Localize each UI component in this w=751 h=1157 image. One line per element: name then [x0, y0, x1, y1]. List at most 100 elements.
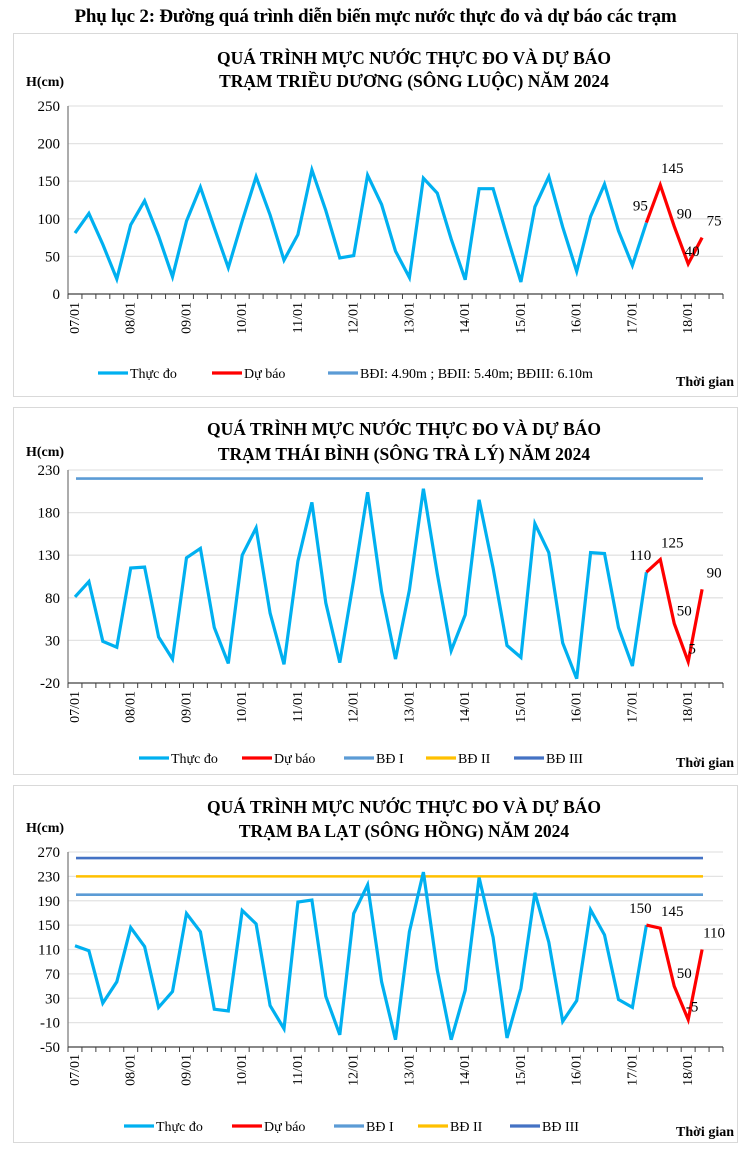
x-tick-label: 13/01 [402, 691, 417, 723]
x-axis-label: Thời gian [676, 1125, 734, 1140]
y-tick-label: 150 [38, 918, 61, 934]
x-tick-label: 08/01 [124, 302, 139, 334]
y-tick-label: -50 [40, 1040, 60, 1056]
data-label: 90 [707, 565, 722, 581]
x-tick-label: 15/01 [514, 302, 529, 334]
data-label: 75 [707, 214, 722, 230]
x-tick-label: 12/01 [347, 691, 362, 723]
y-tick-label: 230 [38, 869, 61, 885]
x-tick-label: 16/01 [570, 1054, 585, 1086]
y-tick-label: 270 [38, 845, 61, 861]
y-tick-label: 30 [45, 991, 60, 1007]
y-tick-label: 100 [38, 212, 61, 228]
y-tick-label: 70 [45, 967, 60, 983]
x-tick-label: 17/01 [625, 1054, 640, 1086]
chart-svg: QUÁ TRÌNH MỰC NƯỚC THỰC ĐO VÀ DỰ BÁO TRẠM… [26, 48, 734, 390]
x-tick-label: 13/01 [402, 1054, 417, 1086]
forecast-line [645, 556, 704, 668]
data-label: 145 [661, 904, 684, 920]
x-tick-label: 08/01 [124, 1054, 139, 1086]
x-tick-label: 11/01 [291, 1054, 306, 1085]
x-tick-label: 11/01 [291, 302, 306, 333]
x-tick-label: 12/01 [347, 302, 362, 334]
data-label: 50 [677, 966, 692, 982]
observed-line [73, 488, 648, 680]
y-tick-label: 30 [45, 633, 60, 649]
y-tick-label: 80 [45, 591, 60, 607]
data-label: 145 [661, 161, 684, 177]
data-label: 40 [685, 244, 700, 260]
x-tick-label: 08/01 [124, 691, 139, 723]
data-label: 150 [629, 901, 652, 917]
y-tick-label: -10 [40, 1016, 60, 1032]
legend-label: BĐ III [546, 752, 583, 767]
x-tick-label: 18/01 [681, 691, 696, 723]
x-tick-label: 14/01 [458, 1054, 473, 1086]
y-tick-label: 150 [38, 174, 61, 190]
chart-svg: QUÁ TRÌNH MỰC NƯỚC THỰC ĐO VÀ DỰ BÁO TRẠM… [26, 419, 734, 771]
x-tick-label: 14/01 [458, 302, 473, 334]
forecast-line [644, 180, 704, 268]
x-tick-label: 13/01 [402, 302, 417, 334]
y-axis-label: H(cm) [26, 445, 64, 460]
data-label: 125 [661, 535, 684, 551]
x-tick-label: 10/01 [235, 1054, 250, 1086]
x-tick-label: 17/01 [625, 302, 640, 334]
x-tick-label: 10/01 [235, 302, 250, 334]
y-tick-label: 0 [53, 287, 61, 303]
legend-label: BĐ I [376, 752, 404, 767]
y-tick-label: 190 [38, 894, 61, 910]
legend-label: BĐI: 4.90m ; BĐII: 5.40m; BĐIII: 6.10m [360, 367, 593, 382]
data-label: 90 [677, 206, 692, 222]
data-label: 95 [633, 199, 648, 215]
data-label: 50 [677, 603, 692, 619]
legend-label: Dự báo [264, 1120, 305, 1135]
data-label: 110 [703, 926, 725, 942]
chart-title-line: QUÁ TRÌNH MỰC NƯỚC THỰC ĐO VÀ DỰ BÁO [217, 48, 611, 68]
x-tick-label: 09/01 [179, 302, 194, 334]
y-tick-label: 130 [38, 548, 61, 564]
x-tick-label: 15/01 [514, 1054, 529, 1086]
x-axis-label: Thời gian [676, 375, 734, 390]
chart-thai-binh: QUÁ TRÌNH MỰC NƯỚC THỰC ĐO VÀ DỰ BÁO TRẠM… [13, 407, 738, 775]
legend-label: BĐ II [458, 752, 491, 767]
chart-title-line: QUÁ TRÌNH MỰC NƯỚC THỰC ĐO VÀ DỰ BÁO [207, 797, 601, 817]
chart-title-line: QUÁ TRÌNH MỰC NƯỚC THỰC ĐO VÀ DỰ BÁO [207, 419, 601, 439]
y-tick-label: -20 [40, 676, 60, 692]
y-tick-label: 110 [38, 943, 60, 959]
y-tick-label: 230 [38, 463, 61, 479]
x-tick-label: 09/01 [179, 1054, 194, 1086]
y-tick-label: 50 [45, 249, 60, 265]
x-tick-label: 07/01 [68, 1054, 83, 1086]
x-tick-label: 16/01 [570, 691, 585, 723]
y-tick-label: 250 [38, 99, 61, 115]
data-label: 5 [688, 642, 696, 658]
chart-title-line: TRẠM TRIỀU DƯƠNG (SÔNG LUỘC) NĂM 2024 [219, 71, 609, 91]
x-axis-label: Thời gian [676, 756, 734, 771]
legend-label: BĐ II [450, 1120, 483, 1135]
x-tick-label: 18/01 [681, 302, 696, 334]
x-tick-label: 14/01 [458, 691, 473, 723]
legend-label: Thực đo [130, 367, 177, 382]
data-label: 110 [629, 548, 651, 564]
x-tick-label: 15/01 [514, 691, 529, 723]
y-axis-label: H(cm) [26, 821, 64, 836]
x-tick-label: 16/01 [570, 302, 585, 334]
legend-label: Dự báo [274, 752, 315, 767]
page-title: Phụ lục 2: Đường quá trình diễn biến mực… [74, 6, 677, 27]
y-tick-label: 200 [38, 137, 61, 153]
x-tick-label: 12/01 [347, 1054, 362, 1086]
chart-ba-lat: QUÁ TRÌNH MỰC NƯỚC THỰC ĐO VÀ DỰ BÁO TRẠM… [13, 785, 738, 1143]
x-tick-label: 11/01 [291, 691, 306, 722]
data-label: -5 [686, 1000, 699, 1016]
legend-label: Thực đo [156, 1120, 203, 1135]
forecast-line [646, 923, 704, 1026]
chart-trieu-duong: QUÁ TRÌNH MỰC NƯỚC THỰC ĐO VÀ DỰ BÁO TRẠM… [13, 33, 738, 397]
chart-title-line: TRẠM BA LẠT (SÔNG HỒNG) NĂM 2024 [239, 821, 569, 841]
legend-label: Thực đo [171, 752, 218, 767]
x-tick-label: 07/01 [68, 302, 83, 334]
y-axis-label: H(cm) [26, 75, 64, 90]
y-tick-label: 180 [38, 506, 61, 522]
x-tick-label: 18/01 [681, 1054, 696, 1086]
x-tick-label: 10/01 [235, 691, 250, 723]
